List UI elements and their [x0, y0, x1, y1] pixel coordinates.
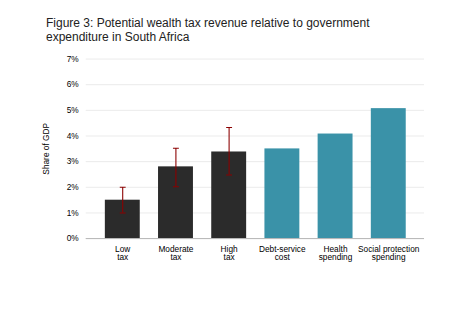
- svg-text:Social protectionspending: Social protectionspending: [358, 244, 420, 262]
- svg-text:Lowtax: Lowtax: [115, 244, 131, 262]
- svg-text:3%: 3%: [67, 156, 80, 166]
- svg-text:5%: 5%: [67, 105, 80, 115]
- svg-text:Moderatetax: Moderatetax: [158, 244, 193, 262]
- svg-text:6%: 6%: [67, 79, 80, 89]
- svg-text:7%: 7%: [67, 53, 80, 63]
- svg-text:Share of GDP: Share of GDP: [41, 122, 51, 174]
- svg-text:0%: 0%: [67, 233, 80, 243]
- svg-text:Hightax: Hightax: [221, 244, 238, 262]
- svg-text:2%: 2%: [67, 182, 80, 192]
- svg-text:4%: 4%: [67, 130, 80, 140]
- svg-text:Healthspending: Healthspending: [319, 244, 353, 262]
- svg-text:1%: 1%: [67, 207, 80, 217]
- html-text:Figure 3: Potential wealth tax: Figure 3: Potential wealth tax revenue r…: [46, 16, 370, 45]
- svg-text:Debt-servicecost: Debt-servicecost: [259, 244, 306, 262]
